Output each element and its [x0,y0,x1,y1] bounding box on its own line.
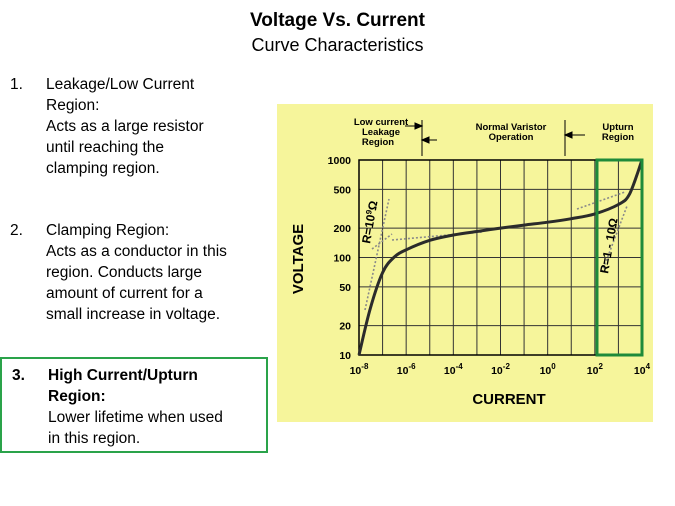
x-tick-label: 10-2 [491,362,510,377]
vi-curve-line [357,159,644,356]
item-description-line: Acts as a large resistor [46,118,204,135]
item-number: 3. [12,367,25,384]
y-tick-label: 50 [339,282,351,294]
item-heading-line: Region: [46,97,100,114]
y-tick-label: 10 [339,350,351,362]
item-description-line: until reaching the [46,139,165,156]
item-number: 2. [10,222,23,239]
chart-grid [358,159,643,356]
region-label-leakage-line-3: Region [362,137,394,148]
list-item-leakage: 1. Leakage/Low Current Region: Acts as a… [10,74,282,179]
x-tick-label: 10-8 [350,362,369,377]
region-arrow-head [414,122,424,130]
slide-subtitle: Curve Characteristics [251,35,424,55]
region-arrow-head [420,136,430,144]
list-item-upturn: 3. High Current/Upturn Region: Lower lif… [0,357,268,453]
voltage-current-chart: Low current Leakage Region Normal Varist… [277,104,653,422]
region-label-normal-line-1: Normal Varistor [476,122,547,133]
upturn-region-highlight [595,158,644,357]
region-label-leakage-line-1: Low current [354,117,409,128]
x-tick-label: 100 [540,362,557,377]
y-tick-labels: 1000 500 200 100 50 20 10 [328,155,352,362]
y-tick-label: 20 [339,321,351,333]
y-tick-label: 200 [333,223,351,235]
list-item-clamping: 2. Clamping Region: Acts as a conductor … [10,220,282,325]
y-tick-label: 500 [333,184,351,196]
item-description-line: region. Conducts large [46,264,202,281]
region-label-upturn-line-2: Region [602,132,634,143]
region-arrow-head [563,131,573,139]
item-heading-line: High Current/Upturn [48,367,198,384]
region-label-leakage-line-2: Leakage [362,127,400,138]
tangent-line-clamping [371,233,393,250]
x-tick-labels: 10-8 10-6 10-4 10-2 100 102 104 [350,362,651,377]
item-number: 1. [10,76,23,93]
region-label-normal-line-2: Operation [489,132,534,143]
item-heading-line: Clamping Region: [46,222,170,239]
x-tick-label: 104 [634,362,651,377]
x-tick-label: 10-4 [444,362,463,377]
item-heading-line: Leakage/Low Current [46,76,195,93]
item-description-line: small increase in voltage. [46,306,221,323]
x-tick-label: 102 [587,362,604,377]
y-axis-label: VOLTAGE [290,224,307,294]
x-tick-label: 10-6 [397,362,416,377]
x-axis-label: CURRENT [472,391,545,408]
item-description-line: Lower lifetime when used [48,409,223,426]
item-description-line: clamping region. [46,160,160,177]
tangent-line-upturn [576,191,626,210]
y-tick-label: 100 [333,253,351,265]
item-heading-line: Region: [48,388,106,405]
annotation-leakage-resistance: R=109Ω [359,199,380,244]
region-label-upturn-line-1: Upturn [602,122,633,133]
tangent-line-clamping [391,231,483,241]
item-description-line: Acts as a conductor in this [46,243,227,260]
chart-background [277,104,653,422]
y-tick-label: 1000 [328,155,352,167]
item-description-line: in this region. [48,430,141,447]
tangent-line-leakage [364,198,390,311]
item-description-line: amount of current for a [46,285,203,302]
slide-title: Voltage Vs. Current [250,10,425,31]
